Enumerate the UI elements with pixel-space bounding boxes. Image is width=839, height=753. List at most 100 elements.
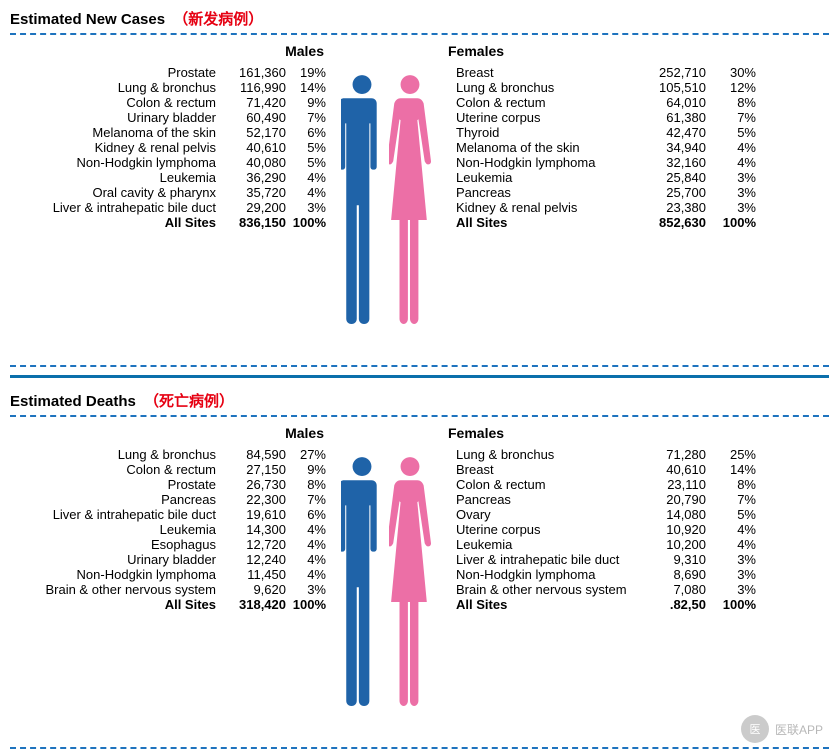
table-row-label: Urinary bladder: [16, 552, 216, 567]
table-row-pct: 6%: [286, 125, 336, 140]
table-row-label: Leukemia: [16, 170, 216, 185]
table-row-label: Brain & other nervous system: [16, 582, 216, 597]
column-headers: Males Females: [16, 425, 823, 447]
table-row-label: Uterine corpus: [436, 522, 636, 537]
table-row-value: 161,360: [216, 65, 286, 80]
table-row-label: Melanoma of the skin: [16, 125, 216, 140]
table-row-pct: 27%: [286, 447, 336, 462]
total-value: 852,630: [636, 215, 706, 230]
table-row-label: Leukemia: [436, 170, 636, 185]
table-row-label: Kidney & renal pelvis: [16, 140, 216, 155]
table-row-pct: 4%: [286, 170, 336, 185]
table-row-label: Non-Hodgkin lymphoma: [436, 155, 636, 170]
section-body: Males Females Lung & bronchus84,59027%Lu…: [10, 415, 829, 749]
table-row-pct: 4%: [706, 537, 756, 552]
table-row-pct: 9%: [286, 95, 336, 110]
table-row-value: 23,380: [636, 200, 706, 215]
section-title: Estimated New Cases （新发病例）: [10, 8, 829, 33]
table-row-pct: 4%: [286, 185, 336, 200]
table-row-value: 14,300: [216, 522, 286, 537]
table-row-pct: 4%: [286, 567, 336, 582]
table-row-pct: 7%: [706, 492, 756, 507]
table-row-pct: 5%: [706, 125, 756, 140]
silhouettes: [336, 65, 436, 345]
female-silhouette-icon: [389, 451, 431, 711]
table-row-pct: 14%: [286, 80, 336, 95]
table-row-pct: 4%: [706, 522, 756, 537]
total-pct: 100%: [286, 597, 336, 612]
table-row-pct: 25%: [706, 447, 756, 462]
table-row-value: 60,490: [216, 110, 286, 125]
female-silhouette-icon: [389, 69, 431, 329]
table-row-pct: 30%: [706, 65, 756, 80]
table-row-label: Non-Hodgkin lymphoma: [16, 567, 216, 582]
table-row-label: Esophagus: [16, 537, 216, 552]
table-row-value: 20,790: [636, 492, 706, 507]
table-row-value: 10,200: [636, 537, 706, 552]
total-pct: 100%: [286, 215, 336, 230]
table-row-pct: 12%: [706, 80, 756, 95]
table-row-value: 8,690: [636, 567, 706, 582]
table-row-pct: 3%: [706, 200, 756, 215]
table-row-pct: 3%: [706, 552, 756, 567]
table-row-pct: 3%: [706, 185, 756, 200]
column-headers: Males Females: [16, 43, 823, 65]
silhouettes: [336, 447, 436, 727]
table-row-pct: 8%: [706, 95, 756, 110]
title-cn: （死亡病例）: [144, 393, 234, 410]
table-row-value: 25,840: [636, 170, 706, 185]
table-row-label: Ovary: [436, 507, 636, 522]
total-label: All Sites: [436, 597, 636, 612]
table-row-label: Lung & bronchus: [436, 447, 636, 462]
table-row-pct: 14%: [706, 462, 756, 477]
table-row-label: Urinary bladder: [16, 110, 216, 125]
table-row-value: 23,110: [636, 477, 706, 492]
table-row-value: 26,730: [216, 477, 286, 492]
table-row-pct: 4%: [706, 155, 756, 170]
table-row-pct: 3%: [706, 582, 756, 597]
table-row-pct: 8%: [706, 477, 756, 492]
table-row-label: Breast: [436, 462, 636, 477]
table-row-value: 19,610: [216, 507, 286, 522]
table-row-label: Non-Hodgkin lymphoma: [436, 567, 636, 582]
table-row-label: Liver & intrahepatic bile duct: [16, 507, 216, 522]
table-row-value: 32,160: [636, 155, 706, 170]
table-row-value: 10,920: [636, 522, 706, 537]
table-row-label: Prostate: [16, 65, 216, 80]
table-row-pct: 7%: [286, 110, 336, 125]
male-silhouette-icon: [341, 69, 383, 329]
table-row-label: Pancreas: [436, 185, 636, 200]
table-row-label: Brain & other nervous system: [436, 582, 636, 597]
total-value: .82,5⁠0: [636, 597, 706, 612]
section-divider: [10, 375, 829, 378]
table-row-label: Melanoma of the skin: [436, 140, 636, 155]
title-en: Estimated New Cases: [10, 11, 165, 28]
table-row-value: 12,240: [216, 552, 286, 567]
table-row-label: Lung & bronchus: [436, 80, 636, 95]
table-row-value: 29,200: [216, 200, 286, 215]
table-row-value: 12,720: [216, 537, 286, 552]
table-row-pct: 4%: [286, 537, 336, 552]
table-row-label: Thyroid: [436, 125, 636, 140]
table-row-pct: 5%: [286, 155, 336, 170]
table-row-pct: 3%: [706, 567, 756, 582]
table-row-pct: 5%: [286, 140, 336, 155]
table-row-value: 71,420: [216, 95, 286, 110]
table-row-pct: 8%: [286, 477, 336, 492]
table-row-label: Lung & bronchus: [16, 80, 216, 95]
table-row-pct: 7%: [706, 110, 756, 125]
table-row-value: 11,450: [216, 567, 286, 582]
table-row-value: 14,080: [636, 507, 706, 522]
header-females: Females: [436, 425, 756, 441]
table-row-value: 71,280: [636, 447, 706, 462]
male-silhouette-icon: [341, 451, 383, 711]
table-row-label: Breast: [436, 65, 636, 80]
table-row-label: Colon & rectum: [16, 462, 216, 477]
header-males: Males: [16, 43, 336, 59]
table-row-label: Lung & bronchus: [16, 447, 216, 462]
table-row-value: 42,470: [636, 125, 706, 140]
table-row-value: 7,080: [636, 582, 706, 597]
table-row-pct: 7%: [286, 492, 336, 507]
total-label: All Sites: [436, 215, 636, 230]
table-row-label: Liver & intrahepatic bile duct: [436, 552, 636, 567]
